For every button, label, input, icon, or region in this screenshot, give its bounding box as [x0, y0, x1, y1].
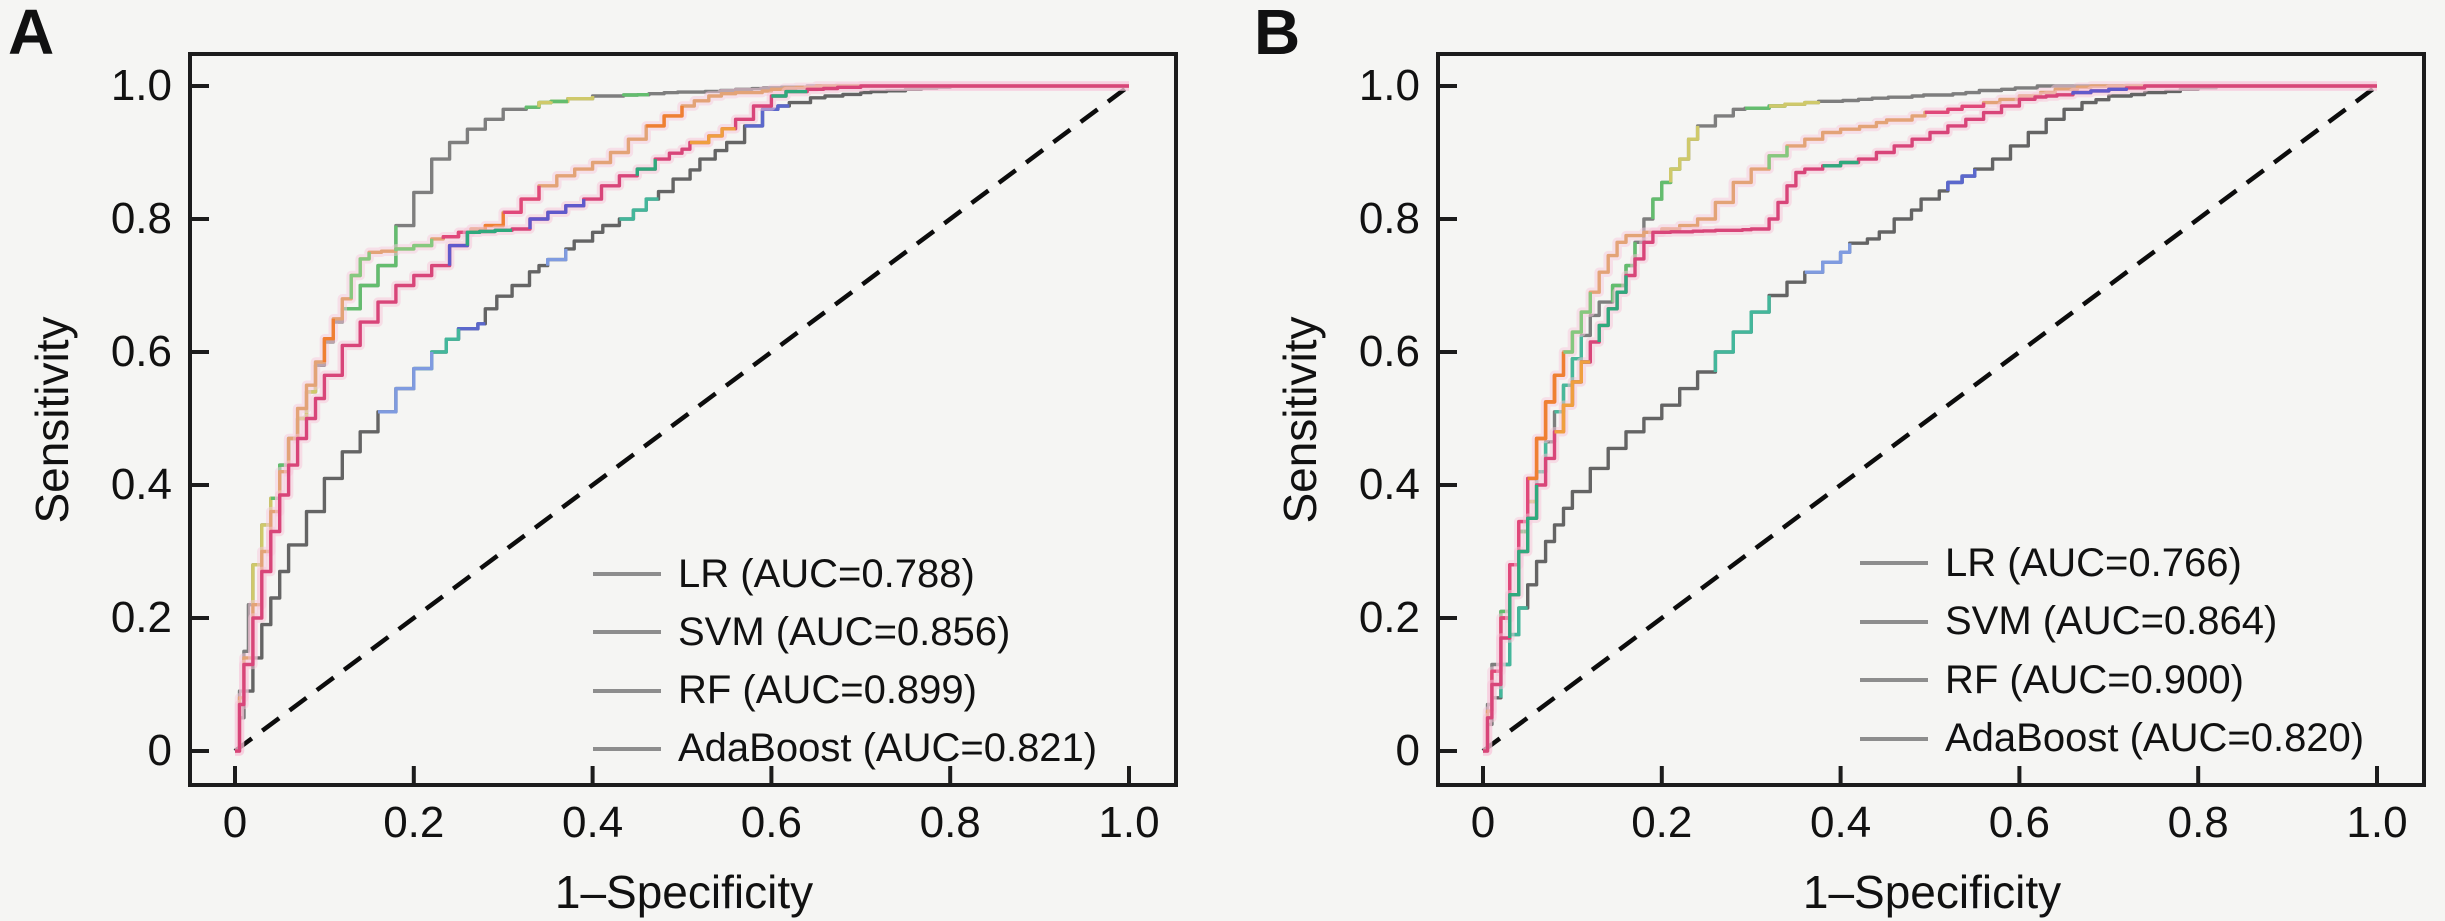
- roc-curve-accent: [1597, 275, 1628, 342]
- reference-diagonal: [233, 84, 1131, 753]
- legend-line-swatch: [1860, 619, 1928, 624]
- legend-item-svm: SVM (AUC=0.864): [1860, 598, 2277, 646]
- roc-curve-lr: [235, 84, 1129, 753]
- panel-b-letter: B: [1254, 0, 1301, 68]
- legend-item-rf: RF (AUC=0.899): [593, 667, 977, 715]
- roc-curve-accent: [1924, 102, 1986, 114]
- roc-curve-accent: [1669, 125, 1700, 183]
- x-tick-label: 0: [1470, 798, 1496, 847]
- roc-curve-accent: [546, 248, 568, 266]
- roc-curve-accent: [441, 232, 461, 239]
- roc-curve-accent: [322, 318, 335, 362]
- legend-item-lr: LR (AUC=0.766): [1860, 539, 2242, 587]
- panel-a-y-axis-title: Sensitivity: [26, 316, 78, 524]
- x-tick-label: 0.4: [562, 798, 624, 847]
- plot-border: [1436, 52, 2426, 787]
- y-tick-label: 0.6: [1358, 327, 1420, 376]
- x-tick-label: 0.8: [919, 798, 981, 847]
- legend-line-swatch: [593, 688, 661, 693]
- roc-curve-accent: [1946, 169, 1977, 191]
- roc-curve-accent: [342, 225, 398, 311]
- y-tick-label: 0.2: [1358, 593, 1420, 642]
- roc-curve-accent: [1545, 373, 1564, 404]
- legend-line-swatch: [593, 572, 661, 576]
- panel-a-letter: A: [8, 0, 55, 68]
- x-tick-label: 0.2: [383, 798, 445, 847]
- y-tick-label: 0.2: [110, 593, 172, 642]
- roc-curve-adaboost: [1483, 84, 2377, 753]
- panel-b-x-axis-title: 1–Specificity: [1802, 866, 2062, 918]
- roc-curve-accent: [1563, 292, 1592, 354]
- legend-line-swatch: [593, 746, 661, 751]
- reference-diagonal: [1481, 84, 2379, 753]
- roc-curve-accent: [1554, 360, 1591, 434]
- x-tick-label: 1.0: [1098, 798, 1160, 847]
- roc-curve-accent: [378, 352, 434, 414]
- legend-label: LR (AUC=0.788): [678, 551, 975, 596]
- y-tick-label: 1.0: [110, 61, 172, 110]
- roc-curve-accent: [503, 185, 541, 214]
- legend-label: AdaBoost (AUC=0.821): [678, 726, 1098, 771]
- roc-curve-accent: [689, 127, 736, 145]
- panel-a-roc-plot: [188, 52, 1178, 787]
- roc-curve-accent: [635, 159, 657, 176]
- roc-curve-accent: [2071, 87, 2129, 95]
- roc-curve-accent: [349, 252, 371, 299]
- y-tick-label: 0.4: [1358, 460, 1420, 509]
- y-tick-label: 0: [147, 726, 172, 775]
- x-tick-label: 0.6: [1988, 798, 2050, 847]
- roc-curve-accent: [1713, 295, 1771, 372]
- legend-label: SVM (AUC=0.864): [1945, 599, 2278, 644]
- legend-label: RF (AUC=0.899): [678, 668, 977, 713]
- roc-curve-accent: [1769, 100, 1821, 108]
- roc-curve-accent: [1822, 243, 1852, 264]
- roc-curve-accent: [646, 106, 684, 128]
- roc-curve-accent: [528, 199, 586, 229]
- panel-a-x-axis-title: 1–Specificity: [554, 866, 814, 918]
- x-tick-label: 1.0: [2346, 798, 2408, 847]
- legend-line-swatch: [1860, 736, 1928, 741]
- y-tick-label: 0.6: [110, 327, 172, 376]
- legend-line-swatch: [593, 630, 661, 635]
- x-tick-label: 0.6: [740, 798, 802, 847]
- roc-curve-accent: [1767, 145, 1789, 170]
- y-tick-label: 0.4: [110, 460, 172, 509]
- y-tick-label: 1.0: [1358, 61, 1420, 110]
- legend-line-swatch: [1860, 678, 1928, 683]
- roc-curve-accent: [621, 93, 649, 97]
- roc-curve-accent: [537, 100, 553, 108]
- panel-b-y-axis-title: Sensitivity: [1274, 316, 1326, 524]
- x-tick-label: 0.8: [2167, 798, 2229, 847]
- roc-curve-accent: [456, 322, 486, 340]
- y-tick-label: 0.8: [1358, 194, 1420, 243]
- roc-curve-accent: [1508, 485, 1539, 638]
- legend-line-swatch: [1860, 561, 1928, 565]
- roc-curve-accent: [394, 238, 434, 252]
- legend-item-svm: SVM (AUC=0.856): [593, 608, 1010, 656]
- panel-b-roc-plot: [1436, 52, 2426, 787]
- x-tick-label: 0: [222, 798, 248, 847]
- y-tick-label: 0.8: [110, 194, 172, 243]
- roc-curve-accent: [251, 496, 280, 605]
- roc-curve-accent: [771, 89, 808, 98]
- legend-label: AdaBoost (AUC=0.820): [1945, 716, 2365, 761]
- x-tick-label: 0.2: [1631, 798, 1693, 847]
- legend-label: LR (AUC=0.766): [1945, 540, 2242, 585]
- legend-item-rf: RF (AUC=0.900): [1860, 656, 2244, 704]
- legend-label: SVM (AUC=0.856): [678, 609, 1011, 654]
- legend-item-adaboost: AdaBoost (AUC=0.820): [1860, 715, 2364, 763]
- roc-curve-accent: [1822, 160, 1859, 168]
- plot-border: [188, 52, 1178, 787]
- legend-item-lr: LR (AUC=0.788): [593, 550, 975, 598]
- y-tick-label: 0: [1395, 726, 1420, 775]
- x-tick-label: 0.4: [1810, 798, 1872, 847]
- roc-curve-accent: [413, 328, 461, 371]
- roc-curve-accent: [619, 197, 659, 221]
- roc-curve-accent: [465, 228, 513, 246]
- legend-label: RF (AUC=0.900): [1945, 657, 2244, 702]
- legend-item-adaboost: AdaBoost (AUC=0.821): [593, 725, 1097, 773]
